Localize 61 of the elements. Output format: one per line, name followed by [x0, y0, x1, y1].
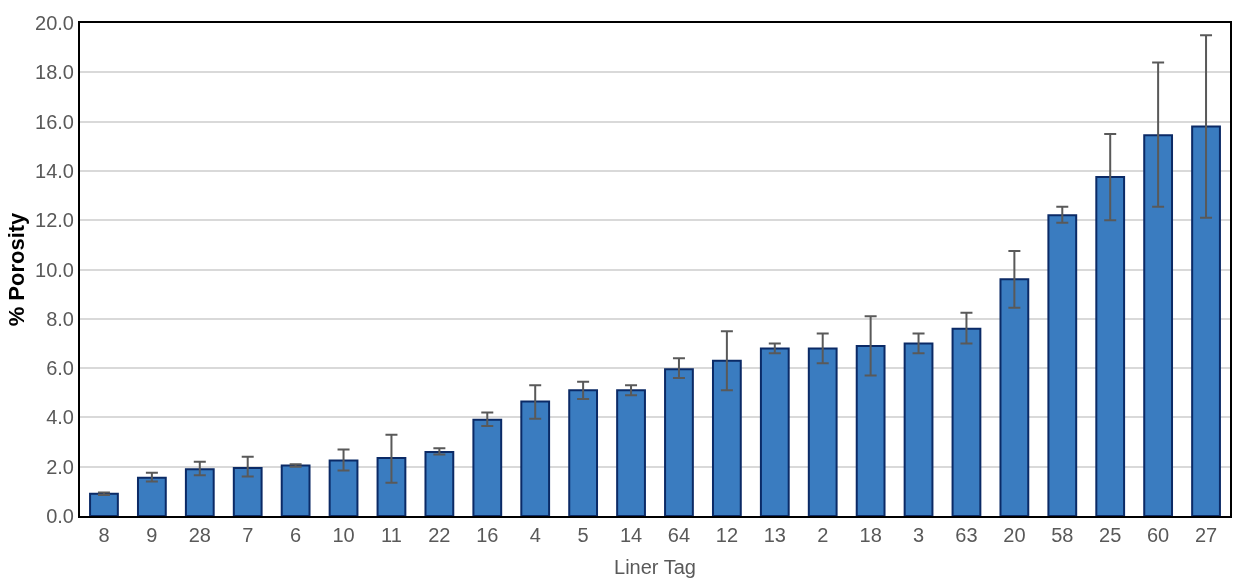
x-tick-label: 13 — [763, 524, 786, 546]
y-tick-label: 18.0 — [35, 61, 74, 84]
bar — [136, 476, 167, 516]
x-tick-label: 11 — [381, 524, 402, 546]
x-tick-label: 63 — [955, 524, 978, 546]
bar — [520, 400, 551, 516]
y-axis-title: % Porosity — [4, 211, 30, 327]
bar — [616, 389, 646, 516]
bar — [1047, 214, 1078, 516]
bar — [232, 466, 263, 516]
y-tick-label: 14.0 — [35, 159, 74, 182]
bar — [759, 347, 790, 516]
x-tick-label: 6 — [290, 524, 302, 546]
bar — [999, 278, 1030, 516]
bar — [568, 389, 599, 516]
x-tick-label: 27 — [1194, 524, 1218, 546]
bar — [328, 459, 359, 516]
x-tick-label: 64 — [667, 524, 691, 546]
x-tick-label: 8 — [98, 524, 110, 546]
x-tick-label: 12 — [715, 524, 739, 546]
bar — [664, 368, 694, 516]
y-tick-label: 12.0 — [35, 209, 74, 232]
bar — [903, 342, 934, 516]
bar — [1143, 134, 1174, 516]
y-tick-label: 10.0 — [35, 258, 74, 281]
x-tick-label: 16 — [476, 524, 499, 546]
y-tick-label: 4.0 — [46, 406, 74, 429]
x-tick-label: 10 — [332, 524, 355, 546]
x-tick-label: 3 — [912, 524, 925, 546]
y-tick-label: 16.0 — [35, 110, 74, 133]
bar — [1095, 176, 1126, 516]
x-tick-label: 58 — [1051, 524, 1074, 546]
y-tick-label: 6.0 — [46, 357, 74, 380]
bar — [1191, 125, 1221, 516]
x-tick-label: 9 — [146, 524, 158, 546]
y-tick-label: 8.0 — [46, 307, 74, 330]
bar — [472, 418, 503, 516]
y-tick-label: 0.0 — [46, 505, 74, 527]
x-tick-label: 5 — [577, 524, 589, 546]
bar — [424, 450, 455, 516]
x-tick-label: 60 — [1146, 524, 1170, 546]
x-tick-label: 22 — [428, 524, 451, 546]
x-tick-label: 28 — [188, 524, 211, 546]
bar — [951, 327, 982, 516]
bar — [89, 492, 119, 516]
x-tick-label: 20 — [1003, 524, 1026, 546]
x-tick-label: 2 — [817, 524, 829, 546]
x-tick-label: 14 — [619, 524, 643, 546]
y-tick-label: 20.0 — [35, 12, 74, 34]
x-tick-label: 4 — [529, 524, 541, 546]
bar — [855, 344, 886, 516]
x-tick-label: 7 — [242, 524, 254, 546]
x-axis-title: Liner Tag — [614, 556, 696, 578]
bar — [280, 464, 311, 516]
bar — [184, 468, 215, 516]
bar — [376, 457, 407, 516]
x-tick-label: 18 — [859, 524, 882, 546]
bar — [807, 347, 838, 516]
bar — [711, 359, 742, 516]
y-tick-label: 2.0 — [46, 455, 74, 478]
x-tick-label: 25 — [1099, 524, 1122, 546]
